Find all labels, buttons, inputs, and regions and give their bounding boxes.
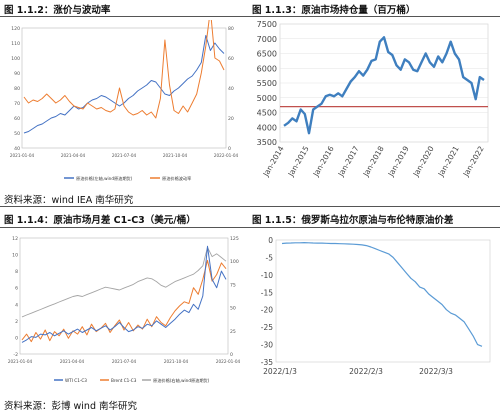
- y-left-tick-label: 50: [14, 131, 20, 137]
- legend-label-oil-price: 原油价格(左轴,wind原油期货): [76, 175, 133, 182]
- y-left-tick-label: 80: [14, 86, 20, 92]
- y-left-tick-label: 100: [11, 56, 20, 62]
- y-left-tick-label: 120: [11, 26, 20, 32]
- y-right-tick-label: 50: [230, 306, 236, 312]
- y-tick-label: -5: [266, 253, 274, 262]
- y-left-tick-label: 70: [14, 101, 20, 107]
- legend-label: 原油价格(右轴,wind原油期货): [153, 377, 210, 384]
- plot-frame: [19, 237, 229, 355]
- chart-title-month-spread: 图 1.1.4：原油市场月差 C1-C3（美元/桶）: [4, 215, 196, 226]
- series-line-brent-spread: [21, 259, 227, 343]
- plot-frame: [275, 239, 491, 363]
- y-tick-label: 6500: [257, 50, 277, 59]
- x-tick-label: Jan-2017: [336, 144, 361, 178]
- x-tick-label: 2022/3/3: [419, 367, 453, 376]
- x-tick-label: 2021-07-04: [112, 359, 137, 364]
- plot-frame: [21, 27, 227, 149]
- y-tick-label: 5500: [257, 79, 277, 88]
- chart-panel-bl: -2 0 2 4 6 8 10 12 0 25 50 75 100 125 2021-01-04 2021-0…: [4, 230, 244, 390]
- x-tick-label: Jan-2016: [311, 144, 336, 178]
- y-right-tick-label: 100: [230, 259, 239, 265]
- series-line-oil-price: [21, 246, 227, 318]
- y-right-tick-label: 40: [228, 86, 234, 92]
- y-tick-label: 7500: [257, 20, 277, 29]
- middle-rule: [0, 227, 500, 228]
- y-tick-label: 7000: [257, 35, 277, 44]
- x-tick-label: 2021-07-04: [112, 153, 137, 158]
- chart-tl-svg: 40 50 60 70 80 90 100 110 120 0 20 40 60 80 2021-01-04…: [10, 9, 239, 182]
- y-tick-label: 5000: [257, 94, 277, 103]
- chart-title-oil-inventory: 图 1.1.3：原油市场持仓量（百万桶）: [252, 5, 416, 16]
- y-left-tick-label: 4: [15, 302, 18, 308]
- x-tick-label: 2022-01-04: [214, 153, 239, 158]
- x-tick-label: Jan-2015: [286, 144, 311, 178]
- y-right-tick-label: 20: [228, 116, 234, 122]
- top-source-rule: [0, 206, 500, 207]
- series-line-urals-brent: [281, 242, 483, 347]
- y-tick-label: -15: [261, 288, 273, 297]
- y-left-tick-label: 6: [15, 286, 18, 292]
- x-tick-label: 2022-01-04: [216, 359, 241, 364]
- series-line-inventory: [283, 36, 485, 135]
- y-tick-label: -35: [261, 358, 273, 367]
- y-tick-label: 6000: [257, 64, 277, 73]
- series-line-volatility: [23, 9, 225, 119]
- y-right-tick-label: 60: [228, 56, 234, 62]
- y-tick-label: 3500: [257, 138, 277, 147]
- x-tick-label: 2021-01-04: [10, 153, 35, 158]
- y-left-tick-label: 40: [14, 146, 20, 152]
- y-left-tick-label: 90: [14, 71, 20, 77]
- x-tick-label: Jan-2018: [361, 144, 386, 178]
- source-note-top: 资料来源：wind IEA 南华研究: [4, 195, 134, 206]
- x-tick-label: 2022/1/3: [263, 367, 297, 376]
- x-tick-label: 2021-01-04: [8, 359, 33, 364]
- y-left-tick-label: 10: [12, 253, 18, 259]
- legend-label: WTI C1-C3: [65, 378, 87, 383]
- y-right-tick-label: 0: [228, 146, 231, 152]
- x-tick-label: 2021-04-04: [60, 359, 85, 364]
- chart-bl-svg: -2 0 2 4 6 8 10 12 0 25 50 75 100 125 2021-01-04 2021-0…: [8, 236, 241, 384]
- y-left-tick-label: 110: [11, 41, 20, 47]
- chart-title-price-volatility: 图 1.1.2：涨价与波动率: [4, 5, 111, 16]
- x-tick-label: Jan-2019: [386, 144, 411, 178]
- chart-panel-tr: 3500 4000 4500 5000 5500 6000 6500 7000 7500 Jan-…: [252, 20, 496, 190]
- y-tick-label: -10: [261, 271, 273, 280]
- y-left-tick-label: 0: [15, 335, 18, 341]
- series-line-wti-spread: [21, 245, 227, 343]
- top-rule: [0, 16, 500, 17]
- y-right-tick-label: 25: [230, 329, 236, 335]
- series-line-oil-price: [23, 35, 225, 134]
- x-tick-label: 2022/2/3: [349, 367, 383, 376]
- chart-title-urals-brent-spread: 图 1.1.5：俄罗斯乌拉尔原油与布伦特原油价差: [252, 215, 454, 226]
- y-tick-label: 0: [268, 236, 273, 245]
- y-tick-label: 4500: [257, 109, 277, 118]
- chart-panel-br: 0 -5 -10 -15 -20 -25 -30 -35 2022/1/3 2022/2/3 202…: [252, 230, 496, 390]
- legend-label-volatility: 原油价格波动率: [162, 175, 191, 182]
- chart-tr-svg: 3500 4000 4500 5000 5500 6000 6500 7000 7500 Jan-…: [257, 20, 489, 179]
- y-left-tick-label: -2: [13, 352, 18, 358]
- y-right-tick-label: 80: [228, 26, 234, 32]
- x-tick-label: Jan-2021: [436, 144, 461, 178]
- y-right-tick-label: 125: [230, 236, 239, 242]
- y-left-tick-label: 2: [15, 319, 18, 325]
- y-left-tick-label: 8: [15, 269, 18, 275]
- y-right-tick-label: 0: [230, 352, 233, 358]
- y-tick-label: -20: [261, 306, 273, 315]
- x-tick-label: Jan-2020: [411, 144, 436, 178]
- x-tick-label: Jan-2022: [461, 144, 486, 178]
- x-tick-label: 2021-10-04: [163, 153, 188, 158]
- chart-panel-tl: 40 50 60 70 80 90 100 110 120 0 20 40 60 80 2021-01-04…: [4, 9, 244, 188]
- y-right-tick-label: 75: [230, 282, 236, 288]
- x-tick-label: 2021-04-04: [61, 153, 86, 158]
- source-note-bottom: 资料来源：彭博 wind 南华研究: [4, 401, 138, 412]
- legend-label: Brent C1-C3: [111, 378, 137, 383]
- x-tick-label: 2021-10-04: [164, 359, 189, 364]
- y-left-tick-label: 60: [14, 116, 20, 122]
- y-tick-label: 4000: [257, 123, 277, 132]
- y-tick-label: -25: [261, 323, 273, 332]
- y-tick-label: -30: [261, 341, 273, 350]
- x-tick-label: Jan-2014: [261, 144, 286, 178]
- y-left-tick-label: 12: [12, 236, 18, 242]
